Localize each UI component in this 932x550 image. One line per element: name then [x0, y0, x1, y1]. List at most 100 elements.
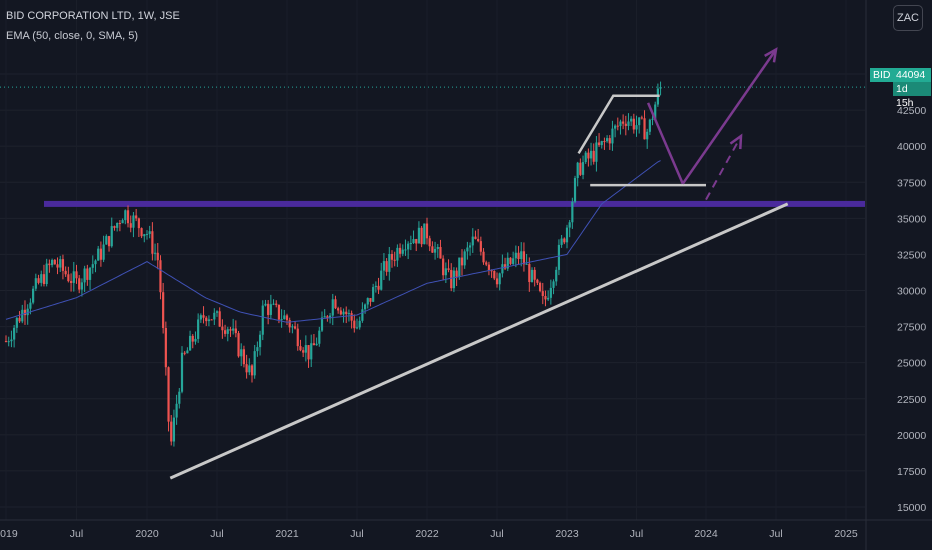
candle-body: [517, 252, 520, 260]
candle-body: [423, 223, 426, 245]
candle-body: [23, 309, 27, 316]
candle-body: [506, 257, 509, 269]
candle-body: [490, 270, 493, 272]
candle-body: [299, 346, 302, 351]
candle-body: [565, 227, 569, 243]
candle-body: [242, 349, 246, 365]
candle-body: [390, 253, 394, 260]
candle-body: [584, 152, 587, 163]
candle-body: [94, 260, 97, 265]
candle-body: [293, 326, 297, 329]
candle-body: [126, 210, 130, 224]
x-axis[interactable]: 2019 Jul 2020 Jul 2021 Jul 2022 Jul 2023 Jul 2024 J…: [0, 519, 932, 540]
candle-body: [544, 296, 547, 300]
currency-button[interactable]: ZAC: [893, 5, 923, 31]
candle-body: [337, 308, 340, 311]
candle-body: [248, 365, 251, 373]
candle-body: [560, 238, 563, 245]
candle-body: [382, 261, 386, 271]
candle-body: [75, 271, 78, 279]
candle-body: [56, 264, 59, 268]
candle-body: [353, 320, 356, 329]
candle-body: [143, 234, 146, 237]
candle-body: [159, 260, 162, 293]
candle-body: [415, 239, 418, 244]
candle-body: [29, 302, 32, 309]
x-tick-label: Jul: [769, 528, 782, 540]
candle-body: [64, 270, 67, 275]
candle-body: [538, 282, 542, 292]
grid: [0, 73, 865, 508]
candle-body: [37, 278, 40, 283]
candle-body: [207, 319, 211, 322]
candle-body: [355, 327, 359, 329]
candle-body: [471, 236, 474, 246]
last-price-tag: 44094: [893, 68, 931, 82]
candle-body: [611, 128, 614, 144]
candle-body: [501, 264, 504, 274]
candle-body: [576, 162, 579, 179]
candle-body: [605, 138, 609, 142]
candle-body: [595, 142, 598, 162]
x-tick-label: Jul: [210, 528, 223, 540]
candle-body: [552, 281, 555, 288]
candle-body: [412, 239, 415, 244]
candle-body: [323, 316, 326, 318]
candle-body: [264, 303, 267, 306]
candle-body: [530, 269, 534, 283]
y-tick-label: 20000: [897, 430, 926, 442]
candle-body: [10, 339, 13, 342]
candle-body: [549, 287, 552, 298]
candle-body: [331, 299, 334, 316]
candle-body: [258, 334, 262, 348]
candle-body: [520, 251, 523, 260]
candle-body: [417, 227, 421, 244]
candle-body: [436, 247, 439, 249]
candle-body: [99, 248, 103, 260]
candle-body: [135, 215, 138, 219]
candle-body: [498, 273, 501, 285]
candle-body: [232, 328, 235, 331]
candle-body: [442, 258, 445, 276]
candle-body: [45, 263, 48, 285]
candle-body: [267, 303, 270, 315]
ema-50-line: [5, 160, 661, 323]
candle-body: [640, 117, 643, 119]
candle-body: [350, 313, 353, 321]
x-tick-label: 2024: [694, 528, 718, 540]
candle-body: [485, 262, 488, 265]
candle-body: [468, 245, 472, 248]
candle-body: [581, 162, 585, 175]
candle-body: [573, 178, 577, 202]
candle-body: [654, 104, 657, 119]
projection-down-arrow: [646, 102, 684, 185]
candle-body: [283, 315, 286, 320]
candle-body: [533, 269, 536, 280]
y-tick-label: 30000: [897, 286, 926, 298]
candle-body: [296, 328, 299, 347]
candle-body: [579, 162, 582, 175]
candle-body: [250, 365, 254, 376]
candle-body: [226, 329, 229, 334]
candle-body: [522, 251, 526, 265]
candle-body: [512, 258, 515, 264]
candle-body: [121, 220, 124, 224]
y-tick-label: 32500: [897, 249, 926, 261]
resistance-level: [44, 200, 865, 207]
candle-body: [347, 313, 351, 315]
candle-body: [622, 121, 625, 124]
candle-body: [137, 218, 140, 229]
candle-body: [26, 308, 29, 316]
candle-body: [320, 317, 324, 331]
candle-body: [404, 249, 407, 251]
candle-body: [431, 246, 434, 253]
candle-body: [536, 279, 539, 283]
indicator-legend[interactable]: EMA (50, close, 0, SMA, 5): [6, 30, 139, 42]
candle-body: [269, 304, 272, 315]
candle-body: [13, 327, 16, 340]
candle-body: [188, 335, 192, 351]
x-tick-label: Jul: [490, 528, 503, 540]
candle-body: [407, 243, 410, 250]
candle-body: [646, 131, 649, 140]
